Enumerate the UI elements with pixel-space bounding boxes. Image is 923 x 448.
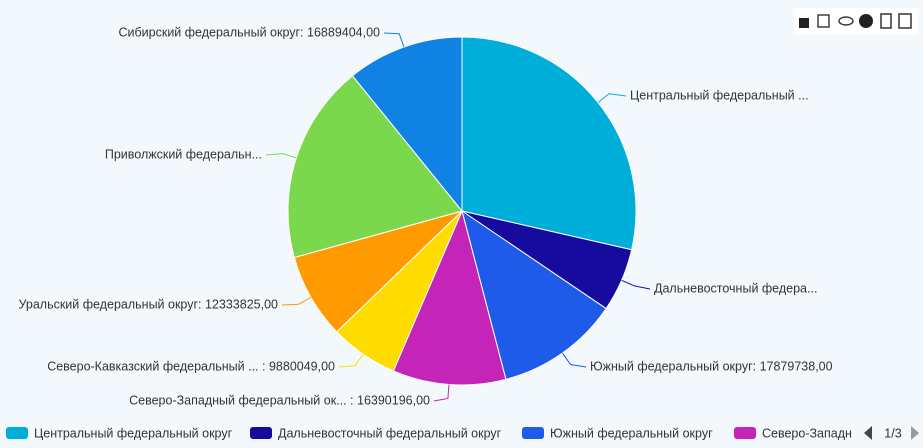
- legend-next[interactable]: [911, 426, 919, 440]
- export-icon[interactable]: [817, 14, 830, 28]
- slice-label: Дальневосточный федера...: [654, 281, 817, 295]
- slice-label: Северо-Кавказский федеральный ... : 9880…: [47, 359, 335, 373]
- leader-line: [383, 32, 405, 48]
- leader-line: [281, 296, 312, 306]
- legend-label: Южный федеральный округ: [550, 426, 713, 440]
- legend-swatch: [734, 427, 756, 439]
- copy-icon[interactable]: [880, 13, 892, 29]
- legend-label: Северо-Западн: [762, 426, 852, 440]
- slice-label: Сибирский федеральный округ: 16889404,00: [119, 25, 381, 39]
- leader-line: [265, 153, 297, 159]
- toolbar: [794, 8, 918, 35]
- slice-label: Уральский федеральный округ: 12333825,00: [19, 297, 279, 311]
- leader-line: [597, 93, 627, 103]
- slice-label: Южный федеральный округ: 17879738,00: [590, 359, 833, 373]
- legend-swatch: [6, 427, 28, 439]
- leader-line: [433, 384, 450, 402]
- settings-icon[interactable]: [859, 14, 873, 28]
- pie-slice: [461, 36, 637, 251]
- unlock-icon[interactable]: [799, 18, 809, 28]
- slice-label: Приволжский федеральн...: [105, 147, 262, 161]
- pie-slice: [351, 36, 463, 213]
- leader-line: [562, 352, 587, 368]
- legend-prev[interactable]: [864, 426, 872, 440]
- slice-label: Центральный федеральный ...: [630, 88, 809, 102]
- legend-swatch: [522, 427, 544, 439]
- pie-slice: [461, 209, 607, 380]
- legend-page: 1/3: [884, 426, 901, 440]
- legend: Центральный федеральный округ Дальневосто…: [6, 426, 852, 440]
- leader-line: [621, 279, 651, 290]
- fullscreen-icon[interactable]: [898, 13, 912, 29]
- pie-slice: [392, 209, 507, 386]
- pie-slice: [287, 75, 463, 259]
- legend-label: Дальневосточный федеральный округ: [278, 426, 502, 440]
- leader-line: [338, 353, 364, 368]
- slice-label: Северо-Западный федеральный ок... : 1639…: [129, 393, 430, 407]
- legend-swatch: [250, 427, 272, 439]
- link-icon[interactable]: [838, 16, 854, 26]
- legend-label: Центральный федеральный округ: [34, 426, 233, 440]
